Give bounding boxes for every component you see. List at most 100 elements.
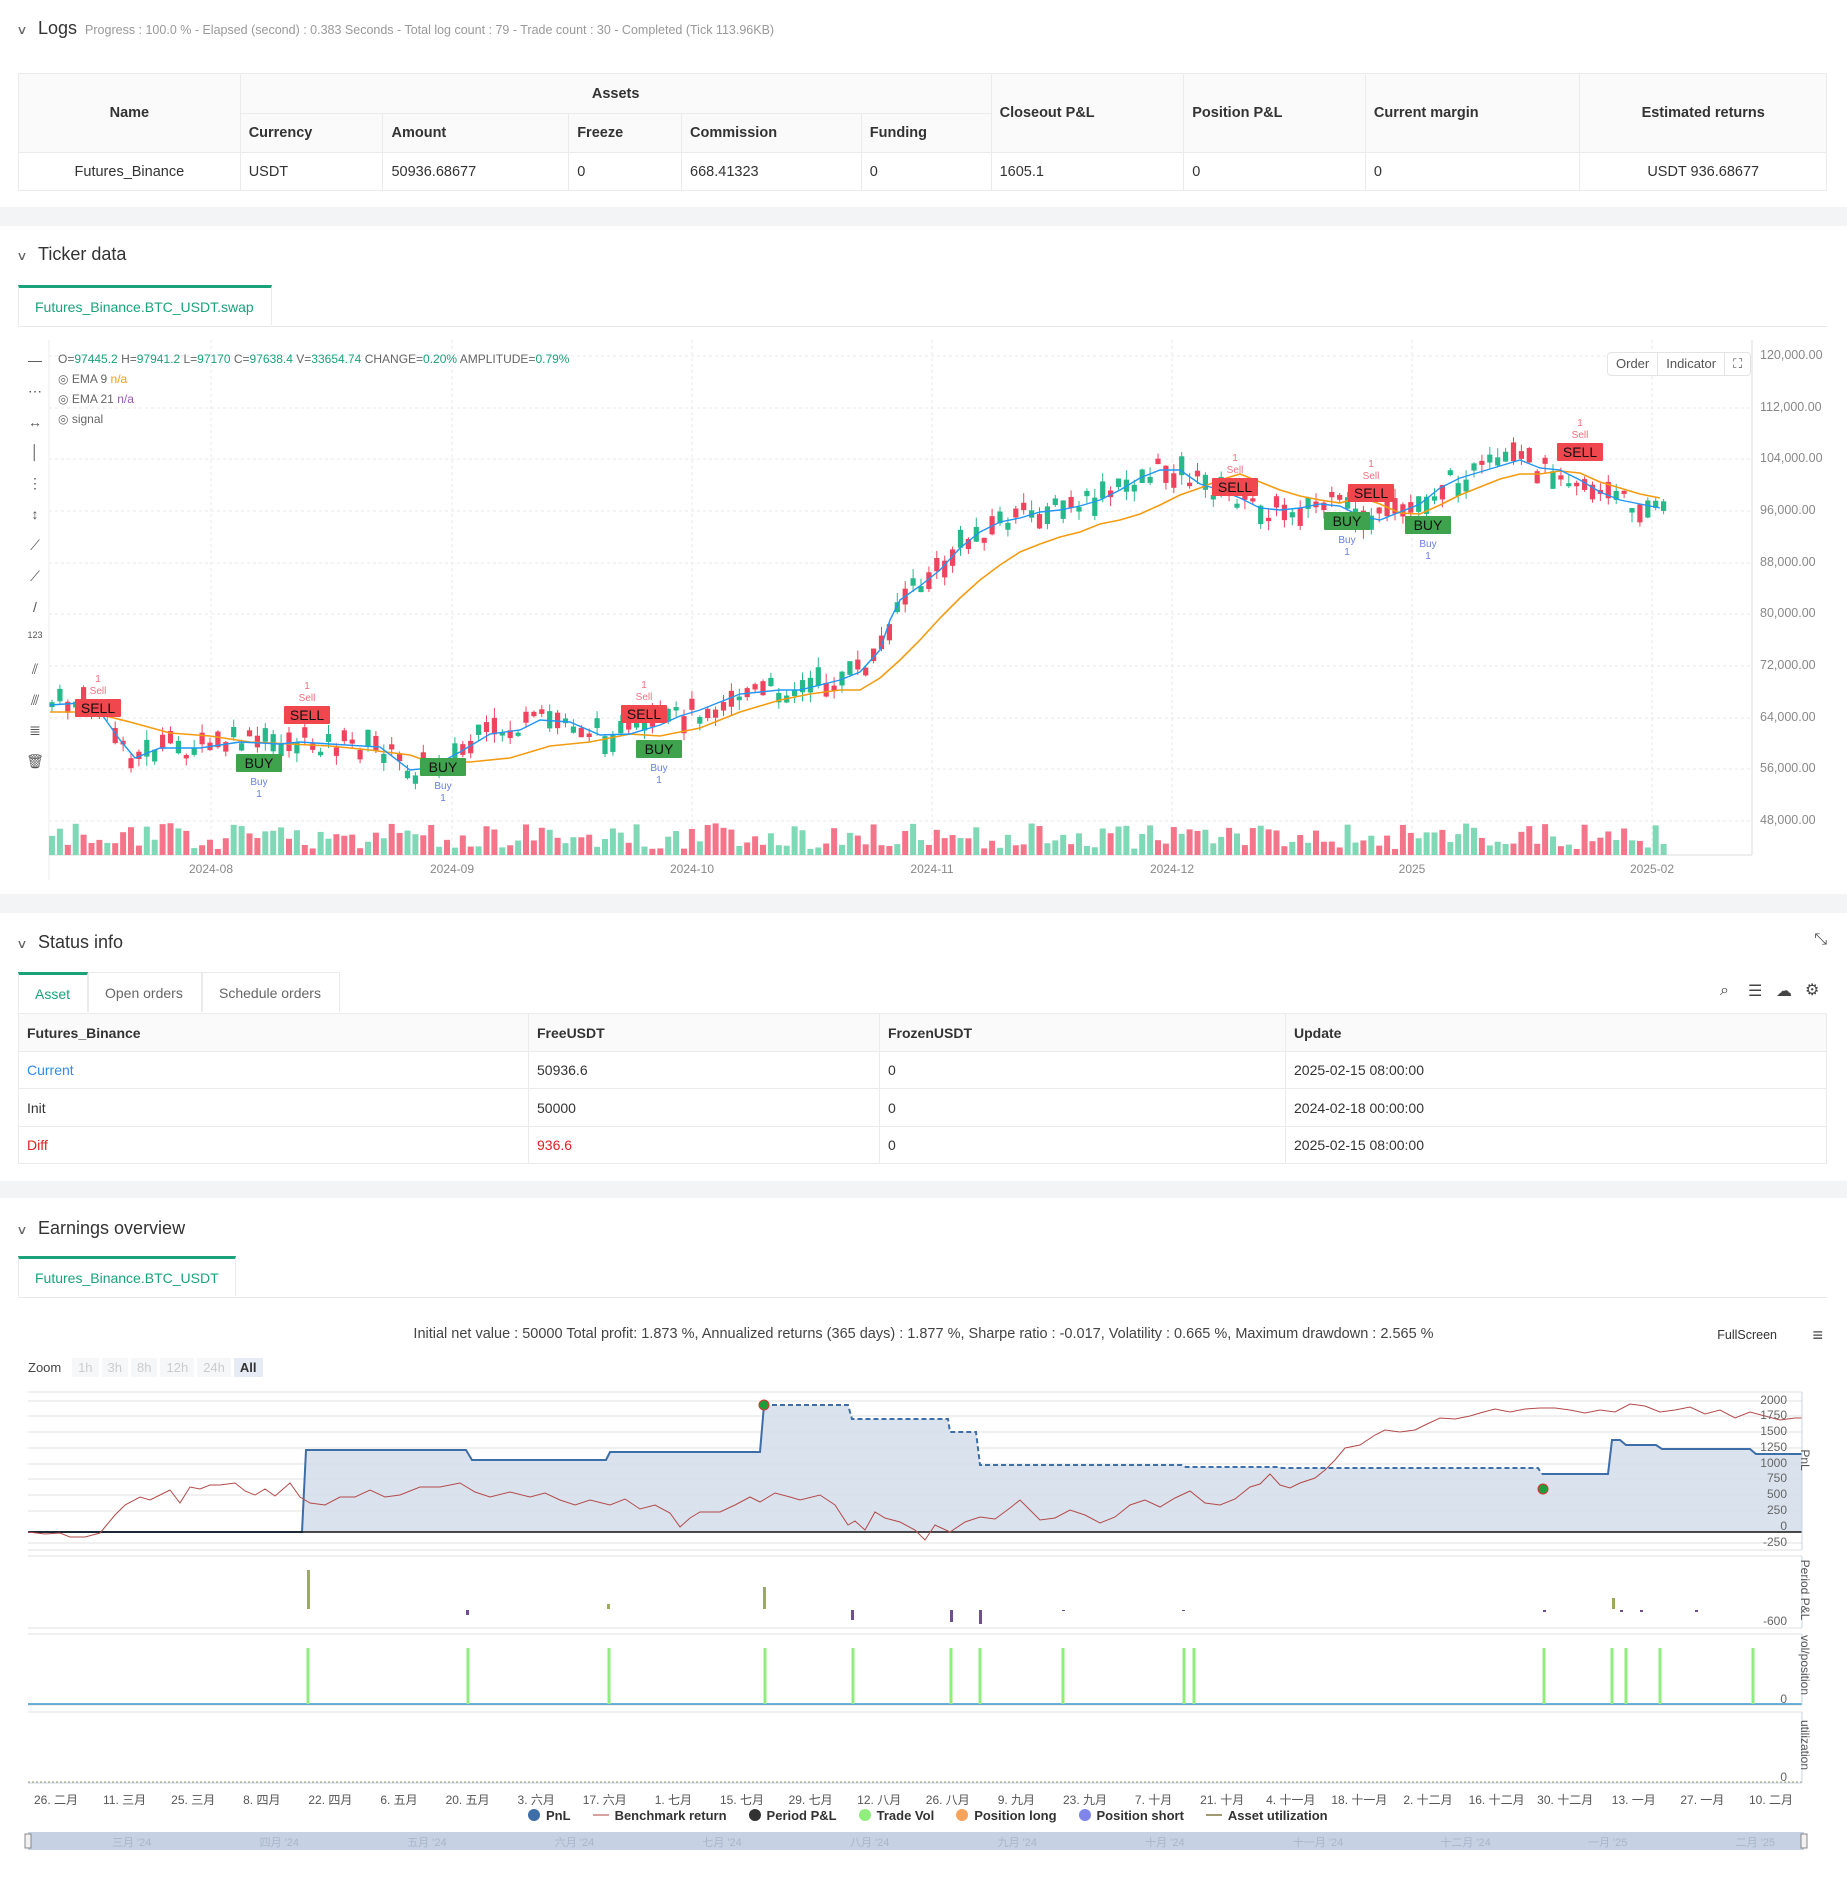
indicator-signal[interactable]: ◎ signal xyxy=(58,412,103,426)
menu-icon[interactable]: ☰ xyxy=(1748,983,1763,1000)
chevron-down-icon[interactable]: ∨ xyxy=(16,23,28,37)
row-label-current[interactable]: Current xyxy=(18,1051,529,1089)
navigator-right-handle[interactable] xyxy=(1800,1833,1808,1849)
ray-line-icon[interactable]: ⟋ xyxy=(30,568,40,584)
zoom-all[interactable]: All xyxy=(233,1358,263,1377)
o-label: O= xyxy=(58,352,75,366)
col-funding: Funding xyxy=(860,113,992,153)
col-margin: Current margin xyxy=(1364,73,1581,153)
legend-item[interactable]: Benchmark return xyxy=(592,1808,727,1823)
horizontal-line-icon[interactable]: — xyxy=(28,352,42,368)
time-tick: 10. 二月 xyxy=(1748,1793,1794,1807)
navigator-tick: 三月 '24 xyxy=(112,1837,152,1849)
svg-text:Sell: Sell xyxy=(1363,471,1380,482)
time-tick: 17. 六月 xyxy=(582,1793,627,1807)
fullscreen-icon[interactable]: ⛶ xyxy=(1733,356,1743,371)
legend-item[interactable]: PnL xyxy=(528,1808,571,1823)
ticker-header[interactable]: ∨ Ticker data xyxy=(16,244,126,265)
legend-item[interactable]: Trade Vol xyxy=(858,1808,934,1823)
svg-text:1: 1 xyxy=(1232,453,1238,464)
legend-item[interactable]: Asset utilization xyxy=(1205,1808,1328,1823)
time-tick: 21. 十月 xyxy=(1200,1793,1245,1807)
cell-update: 2024-02-18 00:00:00 xyxy=(1285,1088,1827,1127)
order-button[interactable]: Order xyxy=(1608,353,1659,375)
panel-title: Period P&L xyxy=(1798,1559,1812,1621)
chevron-down-icon[interactable]: ∨ xyxy=(16,249,28,263)
fib-retracement-icon[interactable]: ≣ xyxy=(29,722,41,738)
time-tick: 2. 十二月 xyxy=(1403,1793,1453,1807)
period-tick: -600 xyxy=(1762,1614,1787,1628)
eye-icon[interactable]: ◎ xyxy=(58,392,69,406)
search-icon[interactable]: ⌕ xyxy=(1720,982,1729,999)
vol-tick: 0 xyxy=(1780,1692,1787,1706)
pnl-line-tail xyxy=(1542,1439,1802,1475)
indicator-button[interactable]: Indicator xyxy=(1658,353,1726,375)
zoom-24h[interactable]: 24h xyxy=(197,1358,231,1377)
volume-value: 33654.74 xyxy=(311,352,362,366)
logs-header[interactable]: ∨ Logs Progress : 100.0 % - Elapsed (sec… xyxy=(16,18,775,39)
navigator-left-handle[interactable] xyxy=(24,1833,32,1849)
table-row: Init 50000 0 2024-02-18 00:00:00 xyxy=(18,1088,1827,1127)
cloud-download-icon[interactable]: ☁ xyxy=(1776,983,1792,1000)
tab-asset[interactable]: Asset xyxy=(18,972,88,1012)
col-assets: Assets xyxy=(239,73,992,114)
svg-text:BUY: BUY xyxy=(645,741,674,757)
trash-icon[interactable]: 🗑 xyxy=(26,753,44,769)
price-label-icon[interactable]: 123 xyxy=(27,630,43,640)
trend-line-icon[interactable]: ⟋ xyxy=(30,537,40,553)
chevron-down-icon[interactable]: ∨ xyxy=(16,937,28,951)
chevron-down-icon[interactable]: ∨ xyxy=(16,1223,28,1237)
logs-summary: Progress : 100.0 % - Elapsed (second) : … xyxy=(85,23,775,37)
candlestick-chart[interactable]: SELLSell1SELLSell1BUYBuy1BUYBuy1SELLSell… xyxy=(0,336,1847,896)
tab-btc-usdt-swap[interactable]: Futures_Binance.BTC_USDT.swap xyxy=(18,285,272,325)
svg-text:SELL: SELL xyxy=(81,700,115,716)
parallel-channel-icon[interactable]: ⫽ xyxy=(31,661,39,677)
tab-schedule-orders[interactable]: Schedule orders xyxy=(202,972,340,1012)
eye-icon[interactable]: ◎ xyxy=(58,412,69,426)
fib-channel-icon[interactable]: ⫻ xyxy=(30,692,40,708)
navigator-tick: 十月 '24 xyxy=(1145,1837,1185,1849)
eye-icon[interactable]: ◎ xyxy=(58,372,69,386)
earnings-header[interactable]: ∨ Earnings overview xyxy=(16,1218,185,1239)
cell-free: 50936.6 xyxy=(528,1051,880,1089)
tab-btc-usdt[interactable]: Futures_Binance.BTC_USDT xyxy=(18,1256,236,1296)
horizontal-segment-icon[interactable]: ↔ xyxy=(28,414,42,430)
vertical-line-icon[interactable]: │ xyxy=(30,444,40,460)
zoom-3h[interactable]: 3h xyxy=(101,1358,129,1377)
vertical-ray-icon[interactable]: ⋮ xyxy=(28,475,42,491)
collapse-icon[interactable]: ⤡ xyxy=(1814,931,1827,948)
time-tick: 8. 四月 xyxy=(243,1793,281,1807)
segment-line-icon[interactable]: / xyxy=(33,599,37,615)
max-point-marker xyxy=(758,1399,770,1411)
svg-text:Sell: Sell xyxy=(636,692,653,703)
status-header[interactable]: ∨ Status info xyxy=(16,932,124,953)
zoom-12h[interactable]: 12h xyxy=(160,1358,195,1377)
cell-free: 936.6 xyxy=(528,1126,880,1164)
fullscreen-button[interactable]: FullScreen xyxy=(1717,1328,1777,1342)
time-tick: 25. 三月 xyxy=(171,1793,216,1807)
time-tick: 15. 七月 xyxy=(719,1793,765,1807)
price-tick: 112,000.00 xyxy=(1760,400,1822,414)
tab-open-orders[interactable]: Open orders xyxy=(88,972,202,1012)
gear-icon[interactable]: ⚙ xyxy=(1805,982,1820,999)
time-tick: 30. 十二月 xyxy=(1537,1793,1594,1807)
legend-item[interactable]: Period P&L xyxy=(748,1808,837,1823)
legend-item[interactable]: Position long xyxy=(956,1808,1057,1823)
cell-amount: 50936.68677 xyxy=(382,152,570,191)
cell-closeout: 1605.1 xyxy=(990,152,1185,191)
earnings-chart[interactable] xyxy=(0,1385,1847,1855)
navigator-range[interactable] xyxy=(28,1832,1804,1850)
legend-item[interactable]: Position short xyxy=(1078,1808,1184,1823)
indicator-ema9[interactable]: ◎ EMA 9 n/a xyxy=(58,372,127,386)
horizontal-ray-icon[interactable]: ⋯ xyxy=(28,383,42,399)
drawdown-marker xyxy=(1537,1483,1549,1495)
logs-section: ∨ Logs Progress : 100.0 % - Elapsed (sec… xyxy=(0,0,1847,207)
vertical-segment-icon[interactable]: ↕ xyxy=(31,506,39,522)
status-title: Status info xyxy=(38,932,124,952)
table-row: Current 50936.6 0 2025-02-15 08:00:00 xyxy=(18,1051,1827,1089)
logs-title: Logs xyxy=(38,18,78,38)
hamburger-menu-icon[interactable]: ≡ xyxy=(1812,1325,1823,1345)
zoom-8h[interactable]: 8h xyxy=(131,1358,158,1377)
indicator-ema21[interactable]: ◎ EMA 21 n/a xyxy=(58,392,134,406)
zoom-1h[interactable]: 1h xyxy=(72,1358,99,1377)
